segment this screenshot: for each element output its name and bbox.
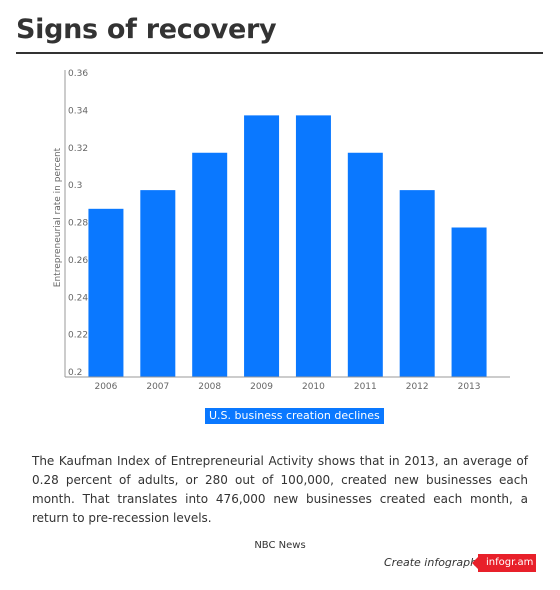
x-tick-label: 2011 (354, 382, 377, 390)
x-tick-label: 2013 (458, 382, 481, 390)
bar-2011[interactable] (347, 152, 383, 377)
title-divider (16, 52, 543, 54)
legend-item[interactable]: U.S. business creation declines (205, 408, 384, 424)
x-axis-ticks: 2006 2007 2008 2009 2010 2011 2012 2013 (94, 382, 480, 390)
bar-2010[interactable] (295, 115, 331, 377)
y-tick-label: 0.36 (68, 69, 88, 79)
bars (88, 115, 487, 378)
bar-2006[interactable] (88, 208, 124, 377)
bar-2008[interactable] (192, 152, 228, 377)
create-infographics-link[interactable]: Create infographics (384, 556, 492, 569)
y-axis-label: Entrepreneurial rate in percent (53, 147, 63, 287)
description-text: The Kaufman Index of Entrepreneurial Act… (32, 454, 528, 525)
y-tick-label: 0.2 (68, 368, 82, 378)
y-tick-label: 0.22 (68, 331, 88, 341)
y-tick-label: 0.24 (68, 293, 88, 303)
x-tick-label: 2006 (94, 382, 117, 390)
source-credit: NBC News (254, 540, 306, 551)
y-tick-label: 0.28 (68, 219, 88, 229)
bar-2007[interactable] (140, 190, 176, 377)
y-axis-ticks: 0.2 0.22 0.24 0.26 0.28 0.3 0.32 0.34 0.36 (68, 69, 88, 378)
bar-chart: 0.20.220.240.260.280.30.320.340.36 2006 2… (53, 69, 510, 390)
x-tick-label: 2007 (146, 382, 169, 390)
bar-2012[interactable] (399, 190, 435, 377)
y-tick-label: 0.3 (68, 181, 82, 191)
bar-2013[interactable] (451, 227, 487, 378)
y-tick-label: 0.26 (68, 256, 88, 266)
bar-2009[interactable] (244, 115, 280, 377)
x-tick-label: 2012 (406, 382, 429, 390)
infogram-badge-label[interactable]: infogr.am (486, 557, 534, 568)
x-tick-label: 2010 (302, 382, 325, 390)
y-tick-label: 0.34 (68, 106, 88, 116)
infogram-badge[interactable] (478, 554, 536, 572)
badge-arrow (472, 557, 478, 569)
page-title: Signs of recovery (16, 14, 277, 45)
y-tick-label: 0.32 (68, 144, 88, 154)
x-tick-label: 2009 (250, 382, 273, 390)
x-tick-label: 2008 (198, 382, 221, 390)
